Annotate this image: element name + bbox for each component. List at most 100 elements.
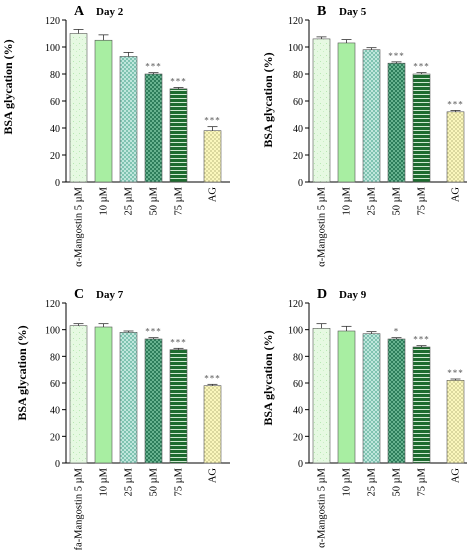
bar <box>337 330 356 464</box>
significance-mark: * <box>394 327 400 337</box>
bar <box>312 328 331 464</box>
bar <box>412 346 431 464</box>
y-tick-label: 80 <box>50 70 60 81</box>
significance-mark: *** <box>145 327 162 337</box>
bar <box>387 62 406 183</box>
x-tick-label: 50 µM <box>149 186 160 215</box>
significance-mark: *** <box>413 335 430 345</box>
y-tick-label: 80 <box>50 352 60 363</box>
bar <box>362 49 381 183</box>
significance-mark: *** <box>447 368 464 378</box>
panel-c: C Day 7 BSA glycation (%) 0 20 40 60 80 100 12… <box>15 287 230 550</box>
y-tick-label: 0 <box>55 459 60 470</box>
x-tick-label: 50 µM <box>392 467 403 496</box>
panel-letter: B <box>317 4 326 19</box>
bar <box>337 42 356 183</box>
bar <box>119 332 138 464</box>
panel-a: A Day 2 BSA glycation (%) 0 20 40 60 80 100 12… <box>1 4 230 267</box>
y-tick-label: 20 <box>293 432 303 443</box>
x-tick-label: 75 µM <box>417 467 428 496</box>
y-tick-label: 60 <box>293 97 303 108</box>
significance-mark: *** <box>145 62 162 72</box>
y-tick-label: 0 <box>55 178 60 189</box>
y-tick-label: 20 <box>293 151 303 162</box>
significance-mark: *** <box>388 51 405 61</box>
x-tick-label: 50 µM <box>392 186 403 215</box>
x-tick-label: Alfa-Mangostin 5 µM <box>74 467 85 550</box>
y-tick-label: 100 <box>45 43 60 54</box>
panel-title: Day 2 <box>96 6 124 18</box>
y-axis-label: BSA glycation (%) <box>261 330 275 425</box>
bar <box>203 130 222 183</box>
bar <box>144 338 163 464</box>
panel-letter: D <box>317 287 327 302</box>
panel-b: B Day 5 BSA glycation (%) 0 20 40 60 80 100 12… <box>261 4 467 267</box>
bar <box>446 380 465 464</box>
y-tick-label: 60 <box>293 379 303 390</box>
bar <box>94 39 113 183</box>
y-tick-label: 40 <box>293 124 303 135</box>
x-tick-label: 25 µM <box>367 467 378 496</box>
x-tick-label: AG <box>451 468 462 484</box>
x-tick-label: α-Mangostin 5 µM <box>74 186 85 266</box>
x-tick-label: α-Mangostin 5 µM <box>317 186 328 266</box>
panel-d: D Day 9 BSA glycation (%) 0 20 40 60 80 100 12… <box>261 287 467 548</box>
y-tick-label: 0 <box>298 459 303 470</box>
bar <box>69 33 88 183</box>
y-tick-label: 100 <box>288 326 303 337</box>
y-tick-label: 20 <box>50 151 60 162</box>
x-tick-label: 10 µM <box>99 186 110 215</box>
significance-mark: *** <box>204 116 221 126</box>
x-tick-label: 25 µM <box>124 186 135 215</box>
bar <box>169 88 188 183</box>
bar <box>144 73 163 183</box>
x-tick-label: 75 µM <box>174 186 185 215</box>
x-tick-label: AG <box>208 187 219 203</box>
x-tick-label: α-Mangostin 5 µM <box>317 467 328 547</box>
panel-title: Day 5 <box>339 6 367 18</box>
x-tick-label: AG <box>451 187 462 203</box>
y-tick-label: 80 <box>293 70 303 81</box>
significance-mark: *** <box>447 99 464 109</box>
x-tick-label: 10 µM <box>342 186 353 215</box>
y-tick-label: 120 <box>45 299 60 310</box>
y-tick-label: 100 <box>45 326 60 337</box>
y-tick-label: 80 <box>293 352 303 363</box>
panel-letter: A <box>74 4 85 19</box>
y-tick-label: 60 <box>50 379 60 390</box>
x-tick-label: 25 µM <box>367 186 378 215</box>
y-tick-label: 40 <box>50 124 60 135</box>
bar <box>412 73 431 183</box>
y-tick-label: 40 <box>293 406 303 417</box>
panel-title: Day 7 <box>96 289 124 301</box>
bar <box>387 338 406 464</box>
bar <box>446 111 465 183</box>
x-tick-label: 25 µM <box>124 467 135 496</box>
y-tick-label: 20 <box>50 432 60 443</box>
x-tick-label: 10 µM <box>99 467 110 496</box>
significance-mark: *** <box>170 337 187 347</box>
x-tick-label: 10 µM <box>342 467 353 496</box>
y-tick-label: 120 <box>45 16 60 27</box>
x-tick-label: 75 µM <box>174 467 185 496</box>
y-tick-label: 120 <box>288 299 303 310</box>
bar <box>362 333 381 464</box>
y-tick-label: 100 <box>288 43 303 54</box>
significance-mark: *** <box>204 373 221 383</box>
x-tick-label: 50 µM <box>149 467 160 496</box>
y-axis-label: BSA glycation (%) <box>15 325 29 420</box>
y-axis-label: BSA glycation (%) <box>1 39 15 134</box>
panel-letter: C <box>74 287 84 302</box>
bar <box>312 38 331 183</box>
y-tick-label: 0 <box>298 178 303 189</box>
bar <box>119 56 138 183</box>
y-tick-label: 120 <box>288 16 303 27</box>
bar <box>94 326 113 464</box>
bar <box>203 385 222 464</box>
y-tick-label: 40 <box>50 406 60 417</box>
y-axis-label: BSA glycation (%) <box>261 52 275 147</box>
x-tick-label: AG <box>208 468 219 484</box>
y-tick-label: 60 <box>50 97 60 108</box>
bar <box>169 349 188 464</box>
